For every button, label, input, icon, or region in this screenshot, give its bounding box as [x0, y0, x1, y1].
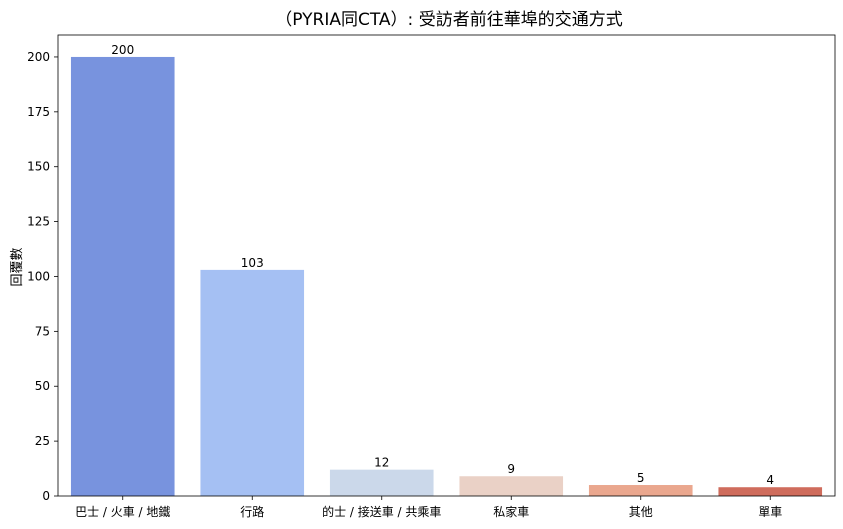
bar-1: [200, 269, 305, 496]
y-tick-label-5: 125: [27, 215, 50, 229]
y-tick-label-7: 175: [27, 105, 50, 119]
data-label-5: 4: [766, 473, 774, 487]
data-label-4: 5: [637, 471, 645, 485]
y-tick-label-8: 200: [27, 50, 50, 64]
data-label-3: 9: [507, 462, 515, 476]
y-tick-label-4: 100: [27, 269, 50, 283]
x-tick-label-5: 單車: [758, 505, 782, 519]
y-tick-label-0: 0: [42, 489, 50, 503]
bar-3: [459, 476, 564, 496]
plot-area: 200 巴士 / 火車 / 地鐵 103 行路 12 的士 / 接送車 / 共乘車 9 私家車…: [27, 34, 836, 519]
data-label-2: 12: [374, 456, 389, 470]
bar-5: [718, 487, 823, 496]
y-tick-label-6: 150: [27, 160, 50, 174]
x-tick-label-2: 的士 / 接送車 / 共乘車: [322, 504, 441, 519]
bar-4: [588, 485, 693, 496]
x-tick-label-0: 巴士 / 火車 / 地鐵: [75, 504, 170, 519]
x-tick-label-1: 行路: [240, 504, 264, 519]
y-tick-label-2: 50: [35, 379, 50, 393]
data-label-0: 200: [111, 43, 134, 57]
y-tick-label-1: 25: [35, 434, 50, 448]
data-label-1: 103: [241, 256, 264, 270]
x-tick-label-3: 私家車: [493, 504, 529, 519]
bar-2: [329, 469, 434, 496]
plot-frame: [57, 34, 836, 497]
chart-title: （PYRIA同CTA）: 受訪者前往華埠的交通方式: [275, 10, 622, 30]
x-tick-label-4: 其他: [629, 505, 653, 519]
y-tick-label-3: 75: [35, 324, 50, 338]
bar-0: [70, 56, 175, 496]
y-axis-label: 回覆數: [10, 247, 25, 286]
